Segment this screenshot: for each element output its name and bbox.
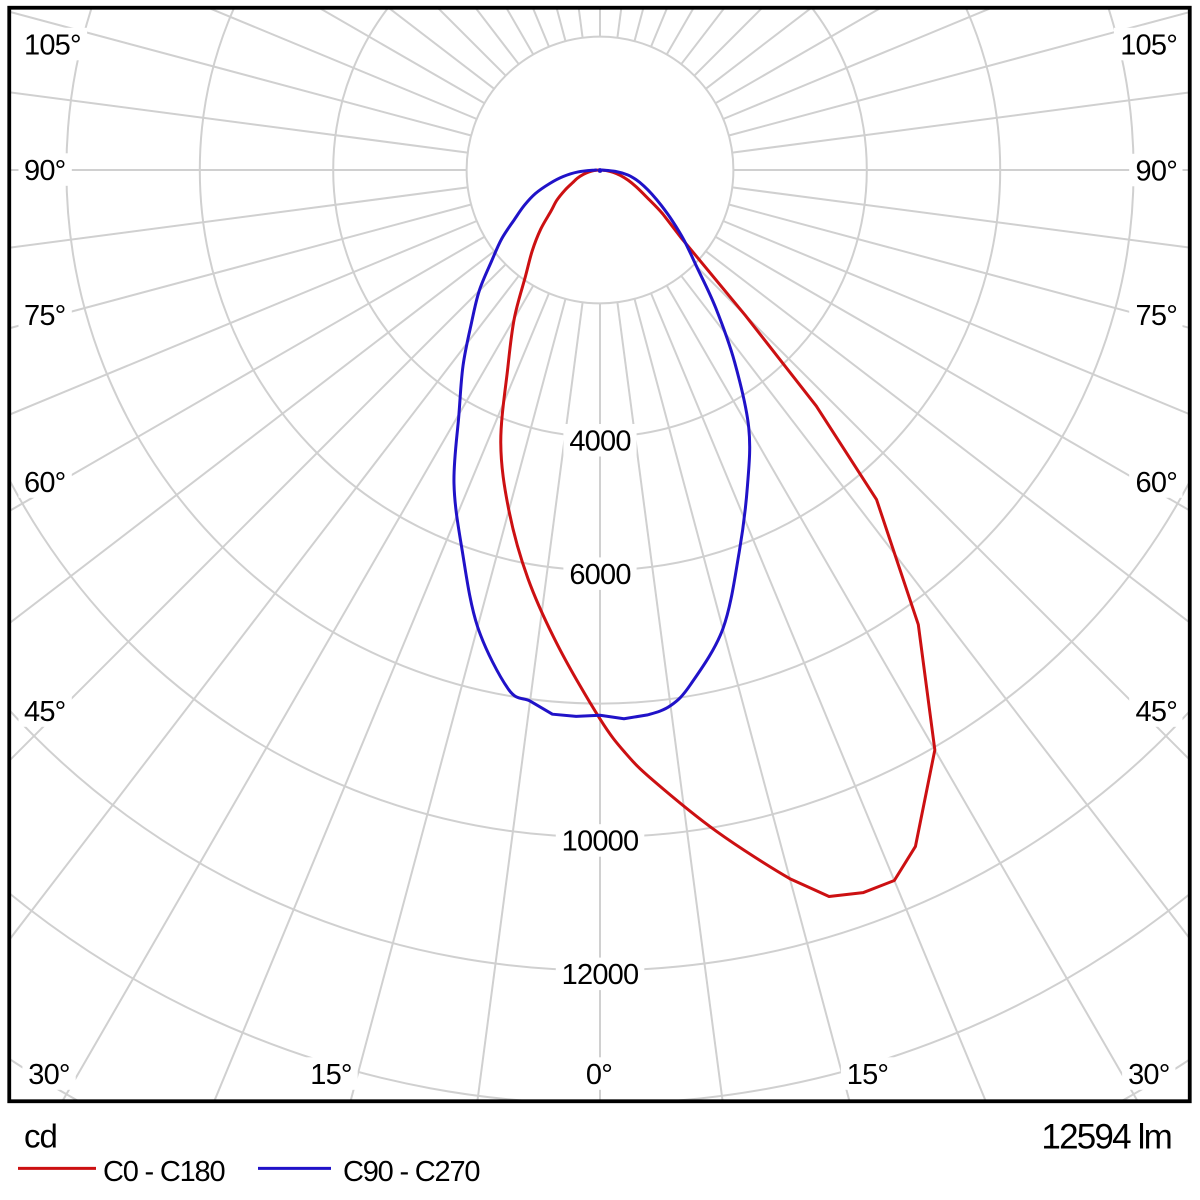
svg-text:45°: 45° [1136, 696, 1177, 728]
svg-text:60°: 60° [1136, 467, 1177, 499]
svg-text:90°: 90° [1136, 155, 1177, 187]
svg-text:105°: 105° [1120, 29, 1177, 61]
svg-text:15°: 15° [310, 1059, 351, 1091]
svg-text:0°: 0° [586, 1059, 612, 1091]
svg-text:10000: 10000 [562, 826, 639, 858]
svg-text:75°: 75° [24, 300, 65, 332]
svg-text:30°: 30° [28, 1059, 69, 1091]
svg-text:C90 - C270: C90 - C270 [343, 1156, 479, 1188]
svg-text:45°: 45° [24, 696, 65, 728]
svg-text:4000: 4000 [569, 426, 630, 458]
svg-text:90°: 90° [24, 155, 65, 187]
svg-text:C0 - C180: C0 - C180 [103, 1156, 224, 1188]
svg-text:105°: 105° [24, 29, 81, 61]
svg-text:cd: cd [24, 1118, 57, 1155]
svg-text:6000: 6000 [569, 559, 630, 591]
svg-text:15°: 15° [847, 1059, 888, 1091]
svg-text:12594 lm: 12594 lm [1041, 1117, 1171, 1156]
svg-text:12000: 12000 [562, 959, 639, 991]
svg-text:75°: 75° [1136, 300, 1177, 332]
svg-text:30°: 30° [1128, 1059, 1169, 1091]
svg-text:60°: 60° [24, 467, 65, 499]
